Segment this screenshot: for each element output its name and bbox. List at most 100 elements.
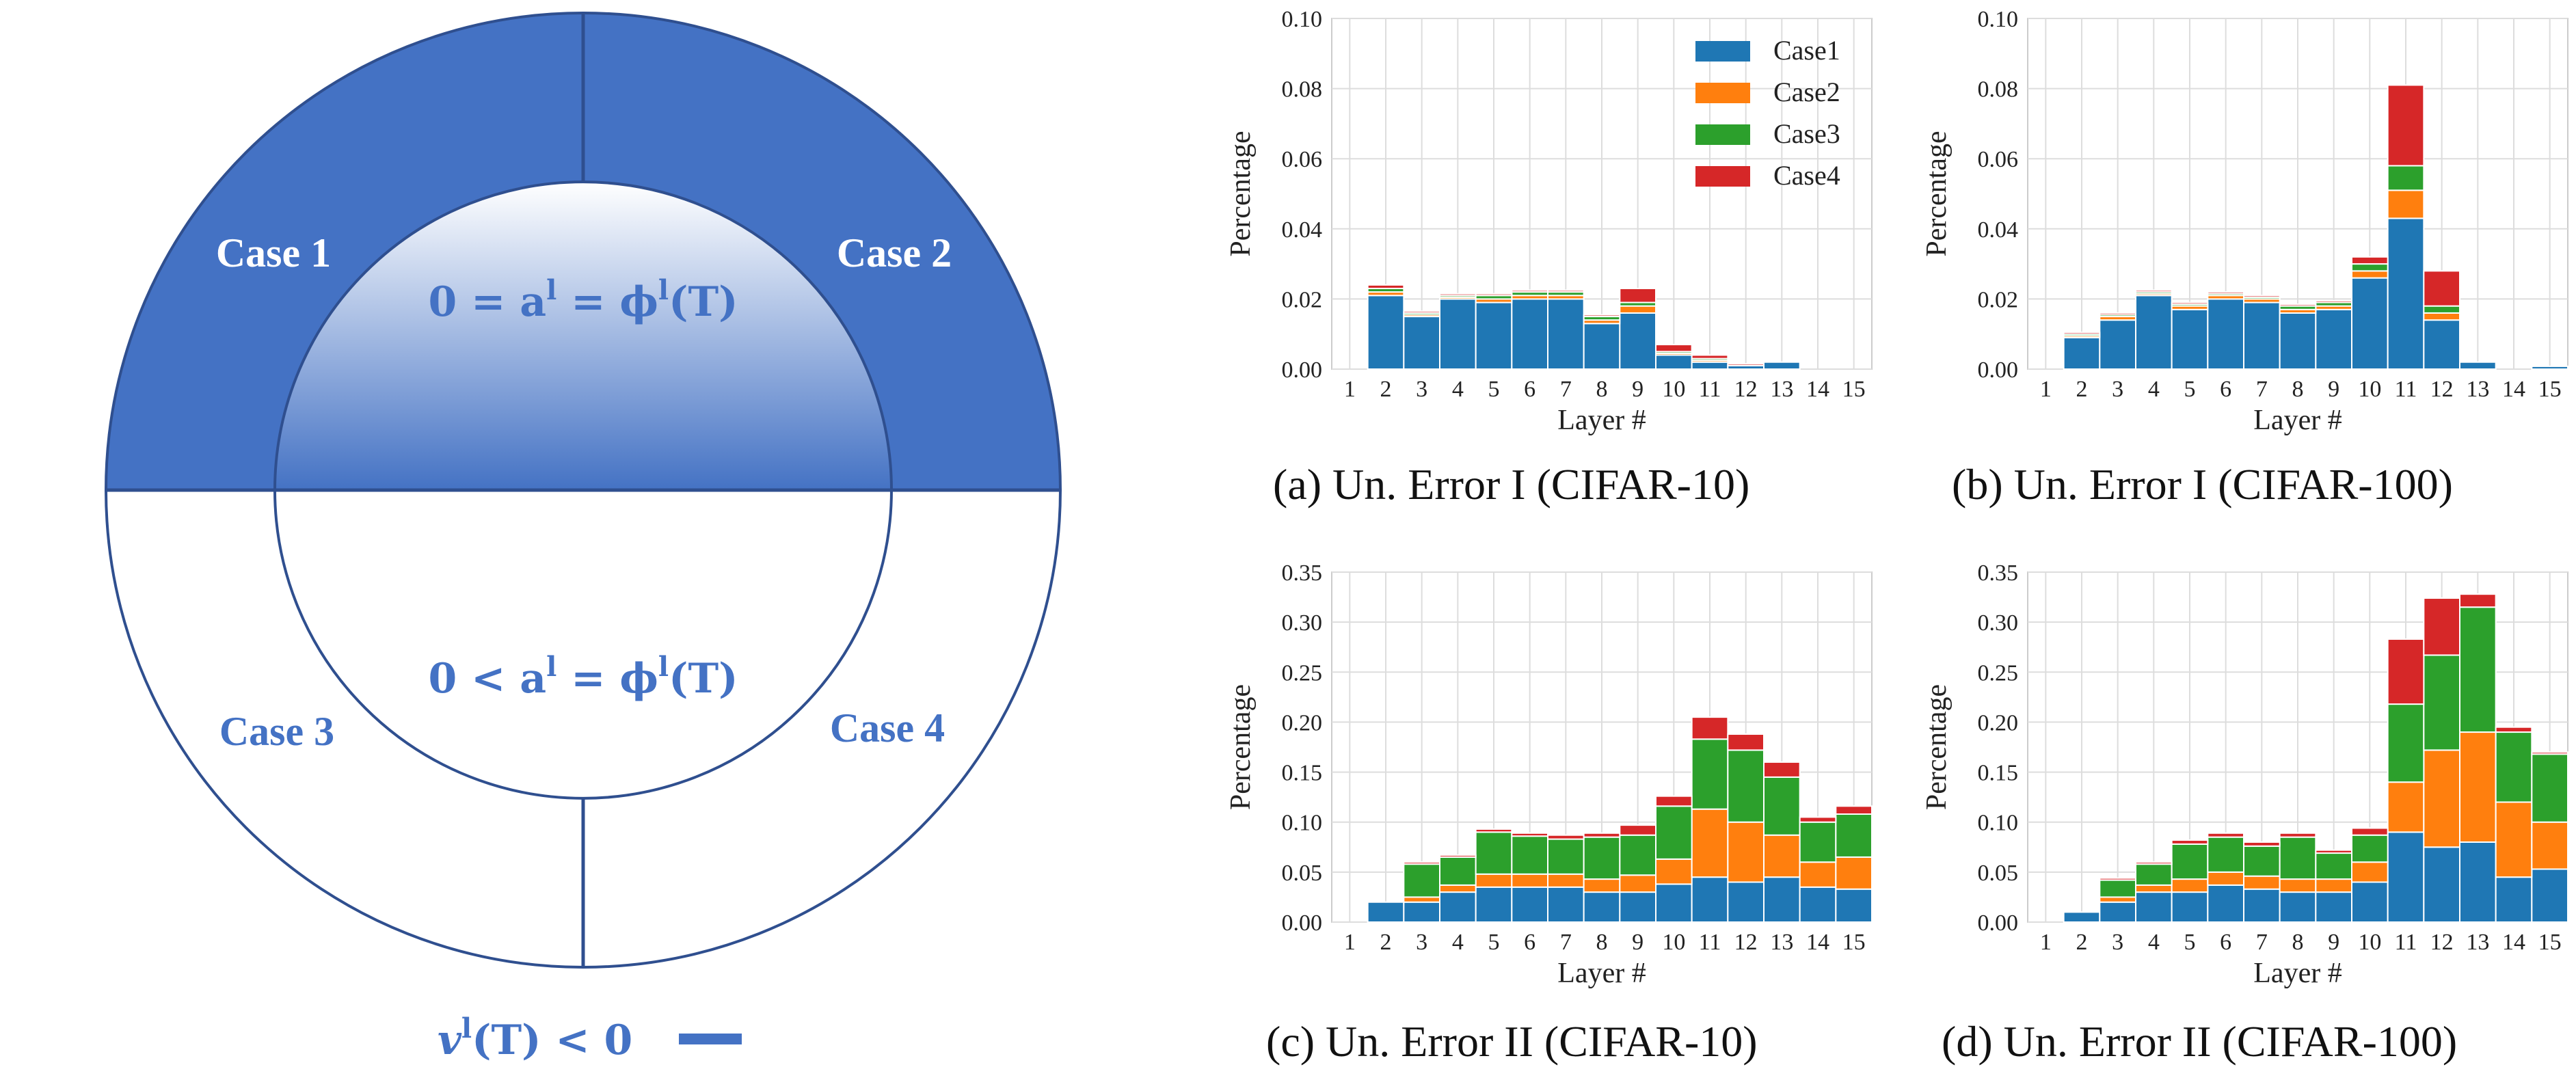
bar-case2 <box>2099 896 2136 903</box>
bar-case1 <box>2351 881 2389 923</box>
x-tick-label: 1 <box>1344 377 1356 402</box>
bar-case3 <box>1583 836 1621 880</box>
bar-case3 <box>1619 834 1656 876</box>
legend-v-swatch <box>679 1034 742 1044</box>
bar-case3 <box>2171 843 2209 880</box>
case2-label: Case 2 <box>837 230 952 275</box>
bar-case3 <box>2423 305 2460 314</box>
bar-case1 <box>2135 891 2173 923</box>
bar-case4 <box>2423 270 2460 307</box>
x-tick-label: 3 <box>1416 930 1427 955</box>
y-tick-label: 0.30 <box>1978 610 2019 636</box>
legend-swatch-case3 <box>1695 124 1750 145</box>
x-tick-label: 3 <box>2112 377 2123 402</box>
bar-case4 <box>2063 332 2101 335</box>
x-tick-label: 14 <box>2502 377 2525 402</box>
bar-case1 <box>1439 298 1477 370</box>
bar-case1 <box>1691 361 1729 370</box>
x-tick-label: 7 <box>2256 930 2268 955</box>
equation-bottom: 0 < al = ϕl(T) <box>428 651 738 703</box>
bar-case2 <box>1439 884 1477 893</box>
bar-case4 <box>1655 344 1693 353</box>
legend-v-label: vl(T) < 0 <box>438 1012 632 1064</box>
bar-case3 <box>2243 845 2281 877</box>
bar-case2 <box>2387 189 2425 219</box>
bar-case1 <box>2279 312 2317 370</box>
bar-case1 <box>2531 868 2568 923</box>
x-tick-label: 5 <box>2184 930 2196 955</box>
x-tick-label: 4 <box>1452 930 1464 955</box>
bar-case4 <box>1475 293 1513 297</box>
x-tick-label: 2 <box>2076 930 2088 955</box>
y-axis-label: Percentage <box>1225 131 1257 256</box>
bar-case2 <box>2135 884 2173 893</box>
y-axis-label: Percentage <box>1225 684 1257 810</box>
x-tick-label: 6 <box>2220 930 2231 955</box>
x-tick-label: 1 <box>2040 930 2052 955</box>
x-tick-label: 6 <box>1524 377 1535 402</box>
y-tick-label: 0.06 <box>1282 147 1323 172</box>
bar-case3 <box>2135 863 2173 886</box>
bar-case3 <box>1655 805 1693 860</box>
x-tick-label: 11 <box>1699 930 1721 955</box>
bar-case1 <box>2387 831 2425 923</box>
bar-case1 <box>1655 354 1693 370</box>
x-tick-label: 2 <box>1380 930 1392 955</box>
bar-case3 <box>1763 776 1801 836</box>
bar-case3 <box>1547 838 1585 875</box>
y-tick-label: 0.25 <box>1282 660 1323 686</box>
x-tick-label: 14 <box>1806 930 1829 955</box>
y-axis-label: Percentage <box>1921 131 1953 256</box>
x-tick-label: 12 <box>2430 377 2454 402</box>
bar-case4 <box>2423 597 2460 656</box>
case4-label: Case 4 <box>830 705 945 751</box>
y-tick-label: 0.05 <box>1978 861 2019 886</box>
x-tick-label: 6 <box>2220 377 2231 402</box>
bar-case1 <box>1619 312 1656 370</box>
bar-case1 <box>2315 308 2352 370</box>
bar-case2 <box>2387 781 2425 833</box>
bar-case4 <box>1403 861 1440 865</box>
bar-case4 <box>1619 824 1656 836</box>
x-tick-label: 10 <box>2358 377 2381 402</box>
x-tick-label: 8 <box>2292 930 2304 955</box>
bar-case4 <box>1403 310 1440 314</box>
bar-case4 <box>2279 303 2317 307</box>
bar-case2 <box>2531 821 2568 870</box>
x-tick-label: 2 <box>1380 377 1392 402</box>
x-tick-label: 15 <box>2538 930 2562 955</box>
bar-case4 <box>1799 816 1837 823</box>
bar-case4 <box>2279 832 2317 838</box>
bar-case4 <box>2243 841 2281 847</box>
bar-case3 <box>1475 831 1513 875</box>
chart-a: 0.000.020.040.060.080.101 2 3 4 5 6 7 8 9 10 11 12 1… <box>1225 7 1873 436</box>
y-tick-label: 0.02 <box>1978 287 2019 312</box>
x-tick-label: 5 <box>1488 930 1500 955</box>
x-tick-label: 12 <box>1734 930 1758 955</box>
bar-case1 <box>2423 319 2460 370</box>
y-tick-label: 0.10 <box>1978 7 2019 32</box>
bar-case2 <box>2351 270 2389 279</box>
bar-case2 <box>1619 874 1656 893</box>
legend-label-case4: Case4 <box>1773 160 1840 191</box>
bar-case1 <box>1691 876 1729 923</box>
legend-label-case1: Case1 <box>1773 35 1840 66</box>
bar-case3 <box>1439 856 1477 886</box>
case-diagram: Case 1 Case 2 Case 3 Case 4 0 = al = ϕl(… <box>104 12 1062 1064</box>
y-tick-label: 0.05 <box>1282 861 1323 886</box>
bar-case1 <box>1763 876 1801 923</box>
bar-case2 <box>2171 878 2209 893</box>
bar-case2 <box>1799 861 1837 888</box>
bar-case4 <box>1439 854 1477 858</box>
bar-case1 <box>2243 301 2281 370</box>
y-tick-label: 0.25 <box>1978 660 2019 686</box>
x-tick-label: 1 <box>1344 930 1356 955</box>
bar-case4 <box>2243 295 2281 298</box>
x-tick-label: 14 <box>1806 377 1829 402</box>
x-tick-label: 13 <box>2466 377 2489 402</box>
x-tick-label: 14 <box>2502 930 2525 955</box>
bar-case2 <box>1727 821 1765 883</box>
x-tick-label: 13 <box>1770 930 1793 955</box>
x-tick-label: 7 <box>2256 377 2268 402</box>
